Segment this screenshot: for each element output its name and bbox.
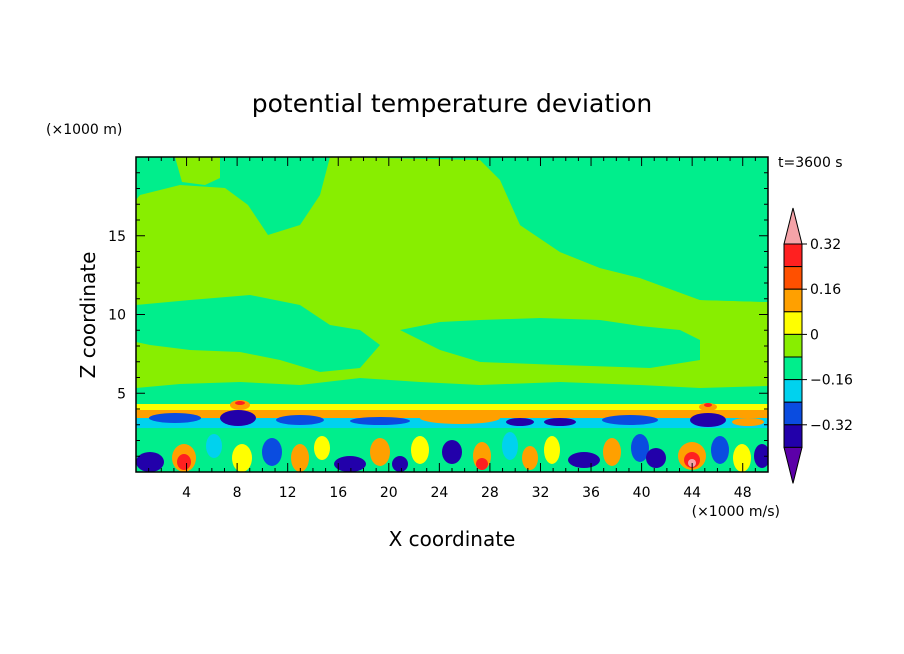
colorbar-box (783, 243, 803, 268)
contour-field (136, 157, 768, 472)
field-green-patch-top (175, 157, 220, 185)
y-tick-label: 10 (108, 308, 126, 324)
colorbar-label: −0.32 (810, 418, 853, 434)
colorbar-box (783, 333, 803, 358)
x-tick-label: 48 (734, 485, 752, 501)
colorbar-box (783, 356, 803, 381)
x-axis: 4 8 12 16 20 24 28 32 36 40 44 48 (148, 157, 756, 501)
field-mid-sea-green-2 (400, 318, 700, 368)
colorbar-label: 0.16 (810, 282, 841, 298)
y-unit-label: (×1000 m) (46, 122, 122, 138)
x-tick-label: 4 (182, 485, 191, 501)
y-axis: 5 10 15 (108, 172, 768, 457)
x-tick-label: 32 (532, 485, 550, 501)
y-axis-label: Z coordinate (76, 252, 100, 379)
colorbar-label: 0.32 (810, 237, 841, 253)
colorbar-box (783, 311, 803, 335)
chart-title: potential temperature deviation (252, 89, 652, 118)
x-tick-label: 8 (233, 485, 242, 501)
colorbar-box (783, 401, 803, 426)
x-tick-label: 12 (279, 485, 297, 501)
y-tick-label: 15 (108, 229, 126, 245)
colorbar-box (783, 288, 803, 313)
x-tick-label: 36 (582, 485, 600, 501)
colorbar-top-arrow (783, 207, 803, 245)
x-tick-label: 20 (380, 485, 398, 501)
field-mid-sea-green (136, 295, 380, 372)
time-label: t=3600 s (778, 155, 843, 171)
colorbar-label: −0.16 (810, 373, 853, 389)
colorbar-box (783, 424, 803, 448)
x-tick-label: 28 (481, 485, 499, 501)
y-tick-label: 5 (117, 386, 126, 402)
x-tick-label: 24 (430, 485, 448, 501)
surface-cells (136, 432, 768, 472)
x-tick-label: 40 (633, 485, 651, 501)
colorbar-bottom-arrow (783, 446, 803, 484)
colorbar: 0.32 0.16 0 −0.16 −0.32 (783, 207, 853, 484)
x-axis-label: X coordinate (389, 527, 516, 551)
x-tick-label: 16 (329, 485, 347, 501)
band-details (149, 400, 764, 427)
x-tick-label: 44 (683, 485, 701, 501)
colorbar-label: 0 (810, 327, 819, 343)
field-green-bay-right (720, 302, 768, 360)
field-sea-green-right (520, 215, 768, 302)
colorbar-box (783, 266, 803, 290)
x-unit-label: (×1000 m/s) (692, 504, 780, 520)
colorbar-box (783, 379, 803, 403)
